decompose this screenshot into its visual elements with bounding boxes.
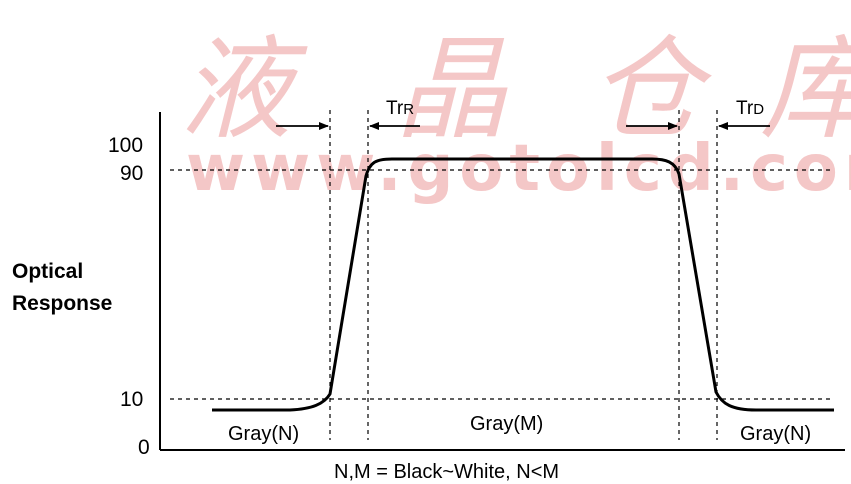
region-right-label: Gray(N)	[740, 423, 811, 445]
watermark-char-2: 晶	[395, 25, 508, 155]
watermark-url: www.gotolcd.com	[186, 132, 851, 206]
y-axis-label-line1: Optical	[12, 260, 83, 283]
decay-time-label-main: Tr	[736, 98, 754, 119]
region-middle-label: Gray(M)	[470, 413, 543, 435]
watermark: 液 晶 仓 库 www.gotolcd.com	[180, 25, 851, 206]
watermark-char-4: 库	[760, 25, 851, 155]
y-tick-0: 0	[138, 436, 150, 459]
y-axis-label-line2: Response	[12, 292, 112, 315]
rise-time-label: TrR	[386, 98, 414, 119]
decay-time-label-sub: D	[753, 101, 764, 118]
rise-time-label-main: Tr	[386, 98, 404, 119]
watermark-char-3: 仓	[590, 25, 712, 155]
y-tick-90: 90	[120, 162, 143, 185]
region-left-label: Gray(N)	[228, 423, 299, 445]
rise-time-label-sub: R	[403, 101, 414, 118]
response-curve	[212, 157, 834, 412]
caption: N,M = Black~White, N<M	[334, 461, 559, 483]
y-tick-10: 10	[120, 388, 143, 411]
watermark-char-1: 液	[180, 25, 308, 155]
decay-time-label: TrD	[736, 98, 764, 119]
y-tick-100: 100	[108, 134, 143, 157]
